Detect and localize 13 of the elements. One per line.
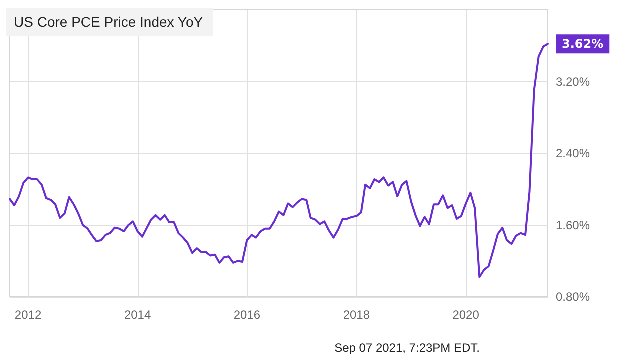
x-tick-label: 2018 bbox=[343, 308, 370, 322]
text: Sep 07 2021, 7:23PM EDT. bbox=[334, 341, 480, 355]
x-tick-label: 2020 bbox=[452, 308, 480, 322]
chart-title: US Core PCE Price Index YoY bbox=[14, 14, 204, 30]
y-tick-label: 1.60% bbox=[556, 218, 590, 232]
data-label: 3.62% bbox=[562, 37, 604, 52]
x-tick-label: 2014 bbox=[124, 308, 152, 322]
x-tick-label: 2016 bbox=[234, 308, 261, 322]
line-series bbox=[9, 43, 549, 278]
y-tick-label: 2.40% bbox=[556, 146, 590, 160]
y-tick-label: 0.80% bbox=[556, 290, 590, 304]
y-tick-label: 3.20% bbox=[556, 74, 590, 89]
x-tick-label: 2012 bbox=[14, 308, 42, 322]
